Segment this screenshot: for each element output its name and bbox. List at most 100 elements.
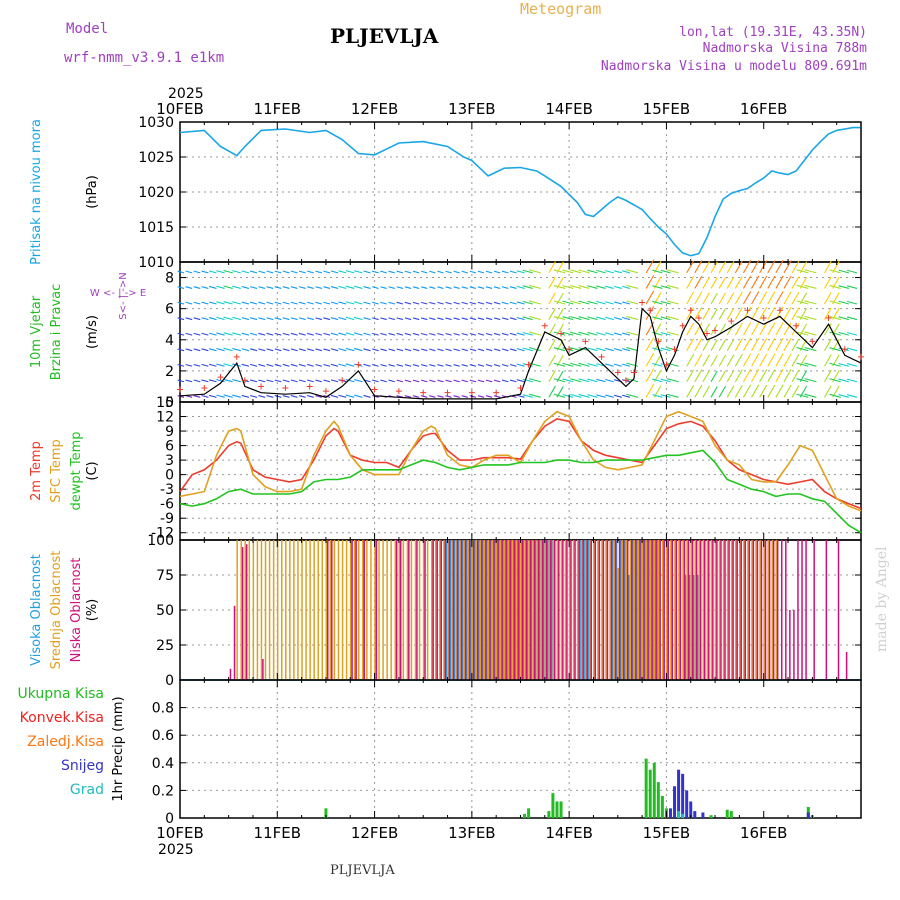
wind-vector <box>266 395 274 398</box>
wind-vector <box>501 286 509 289</box>
wind-vector <box>412 317 420 321</box>
wind-vector <box>829 316 841 321</box>
wind-vector <box>742 275 752 289</box>
wind-vector <box>372 301 379 305</box>
wind-vector <box>201 394 209 398</box>
wind-vector <box>528 284 541 289</box>
wind-vector <box>613 363 622 367</box>
wind-vector <box>453 301 460 305</box>
wind-vector <box>445 379 452 383</box>
wind-vector <box>652 300 663 305</box>
wind-vector <box>694 322 703 336</box>
wind-vector <box>702 307 710 320</box>
wind-vector <box>485 348 493 352</box>
wind-vector <box>570 362 582 367</box>
wind-vector <box>298 301 306 305</box>
wind-vector <box>783 322 792 336</box>
wind-vector <box>626 284 639 289</box>
wind-vector <box>223 301 233 305</box>
precip-bar <box>559 801 563 818</box>
wind-vector <box>824 385 832 398</box>
wind-vector <box>804 331 817 336</box>
wind-vector <box>710 323 718 336</box>
wind-vector <box>791 260 800 274</box>
wind-vector <box>307 363 314 367</box>
wind-vector <box>626 393 639 398</box>
wind-vector <box>241 301 250 305</box>
wind-vector <box>258 332 266 336</box>
wind-vector <box>605 394 614 398</box>
wind-vector <box>461 364 468 367</box>
wind-vector <box>710 308 718 320</box>
axis-label: (hPa) <box>85 175 100 209</box>
wind-vector <box>412 332 420 336</box>
wind-vector <box>208 394 217 398</box>
wind-vector <box>613 285 622 289</box>
gust-mark <box>420 389 427 396</box>
wind-vector <box>493 379 501 383</box>
wind-vector <box>605 378 614 383</box>
wind-vector <box>734 276 743 289</box>
wind-vector <box>796 331 809 336</box>
wind-vector <box>208 301 217 305</box>
wind-vector <box>702 292 710 305</box>
wind-vector <box>702 276 710 289</box>
wind-vector <box>354 270 363 274</box>
wind-vector <box>596 300 606 305</box>
wind-vector <box>501 332 509 336</box>
wind-vector <box>516 332 525 336</box>
wind-vector <box>652 394 663 398</box>
wind-vector <box>216 363 225 367</box>
station-title: PLJEVLJA <box>330 24 439 48</box>
wind-vector <box>429 364 436 367</box>
wind-vector <box>477 379 485 383</box>
wind-vector <box>605 363 614 367</box>
wind-vector <box>315 286 323 289</box>
wind-vector <box>775 275 784 289</box>
wind-vector <box>266 301 274 305</box>
wind-vector <box>710 261 718 274</box>
y-tick-label: 1030 <box>138 115 174 131</box>
wind-vector <box>587 394 598 398</box>
wind-vector <box>345 378 355 383</box>
wind-vector <box>216 347 225 352</box>
wind-vector <box>838 269 849 274</box>
wind-vector <box>404 286 412 289</box>
wind-vector <box>241 285 250 289</box>
wind-vector <box>345 347 355 352</box>
wind-vector <box>509 317 517 321</box>
wind-vector <box>838 394 849 398</box>
wind-vector <box>767 306 776 320</box>
wind-vector <box>829 284 841 289</box>
wind-vector <box>404 317 412 321</box>
wind-vector <box>509 379 517 383</box>
wind-vector <box>501 363 509 367</box>
wind-vector <box>388 317 395 321</box>
wind-vector <box>477 286 485 289</box>
precip-bar <box>551 793 555 818</box>
wind-vector <box>522 394 533 398</box>
wind-vector <box>596 316 606 321</box>
wind-vector <box>290 379 298 383</box>
wind-vector <box>791 385 800 398</box>
wind-vector <box>363 348 371 352</box>
wind-vector <box>686 322 695 336</box>
wind-vector <box>249 348 258 352</box>
gust-mark <box>679 322 686 329</box>
x-tick-label-bottom: 13FEB <box>448 824 495 842</box>
wind-vector <box>372 348 379 352</box>
wind-vector <box>516 285 525 289</box>
wind-vector <box>726 385 735 398</box>
wind-vector <box>605 316 614 321</box>
precip-bar <box>677 811 681 818</box>
wind-vector <box>429 317 436 321</box>
wind-vector <box>485 301 493 305</box>
wind-vector <box>645 337 655 351</box>
wind-vector <box>223 285 233 289</box>
wind-vector <box>396 286 404 289</box>
wind-vector <box>372 270 379 274</box>
precip-bar <box>648 769 652 818</box>
wind-vector <box>345 394 355 398</box>
wind-vector <box>622 394 631 398</box>
wind-vector <box>223 394 233 398</box>
